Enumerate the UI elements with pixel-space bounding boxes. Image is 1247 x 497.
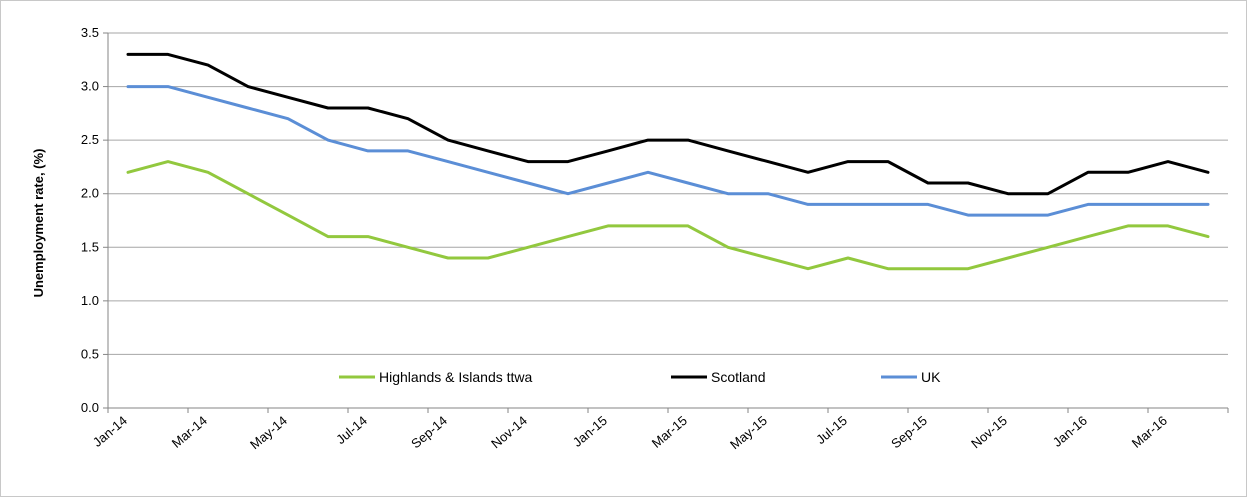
y-tick-label: 3.0 [81,79,99,94]
x-tick-label: Nov-15 [968,413,1010,451]
legend-label: Scotland [711,369,765,385]
x-tick-label: Jan-15 [570,413,610,450]
x-tick-label: Jul-14 [333,413,370,447]
x-tick-labels: Jan-14 Mar-14 May-14 Jul-14 Sep-14 Nov-14 Jan-… [90,413,1170,452]
legend-label: Highlands & Islands ttwa [379,369,533,385]
x-tick-label: May-15 [727,413,770,452]
x-tick-label: May-14 [247,413,290,452]
axes [103,32,1229,413]
x-tick-label: Nov-14 [488,413,530,451]
series-line [126,160,1210,271]
series-line [126,85,1210,217]
x-tick-label: Mar-15 [649,413,690,451]
legend: Highlands & Islands ttwa Scotland UK [339,369,941,385]
legend-label: UK [921,369,941,385]
y-tick-label: 3.5 [81,25,99,40]
x-tick-label: Jan-16 [1050,413,1090,450]
series-lines [126,52,1210,271]
x-tick-label: Sep-14 [408,413,450,451]
x-tick-label: Jul-15 [813,413,850,447]
y-tick-labels: 0.0 0.5 1.0 1.5 2.0 2.5 3.0 3.5 [81,25,99,415]
y-tick-label: 1.5 [81,239,99,254]
x-tick-label: Jan-14 [90,413,130,450]
x-tick-label: Mar-14 [169,413,210,451]
y-tick-label: 2.5 [81,132,99,147]
y-tick-label: 0.5 [81,346,99,361]
x-tick-label: Sep-15 [888,413,930,451]
y-tick-label: 1.0 [81,293,99,308]
x-tick-label: Mar-16 [1129,413,1170,451]
y-tick-label: 0.0 [81,400,99,415]
series-line [126,52,1210,196]
y-tick-label: 2.0 [81,186,99,201]
y-axis-label: Unemployment rate, (%) [31,149,46,298]
gridlines [108,32,1228,355]
